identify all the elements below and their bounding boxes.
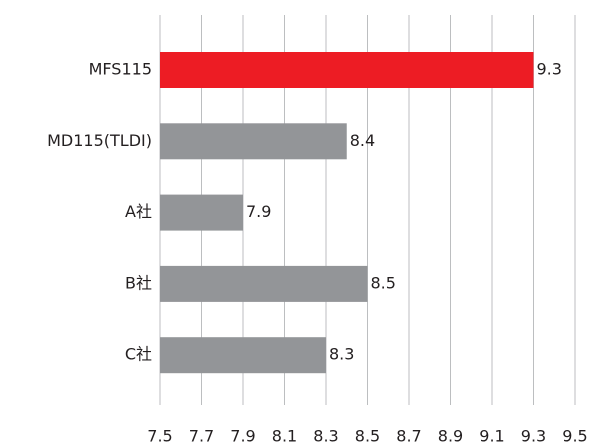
y-tick-label: B社	[125, 273, 152, 292]
y-tick-label: MD115(TLDI)	[47, 131, 152, 150]
x-tick-label: 8.1	[272, 427, 297, 446]
x-tick-label: 7.7	[189, 427, 214, 446]
y-tick-label: A社	[125, 202, 152, 221]
value-label: 9.3	[537, 60, 562, 79]
bar	[160, 123, 347, 160]
x-tick-label: 7.9	[230, 427, 255, 446]
x-tick-label: 8.5	[355, 427, 380, 446]
value-label: 7.9	[246, 202, 271, 221]
bar	[160, 265, 368, 302]
value-label: 8.5	[371, 273, 396, 292]
y-tick-label: MFS115	[89, 60, 152, 79]
value-label: 8.4	[350, 131, 375, 150]
bar	[160, 52, 534, 88]
x-tick-label: 8.3	[313, 427, 338, 446]
value-label: 8.3	[329, 345, 354, 364]
bar	[160, 337, 326, 374]
x-tick-label: 8.9	[438, 427, 463, 446]
x-tick-label: 7.5	[147, 427, 172, 446]
y-tick-label: C社	[125, 345, 152, 364]
x-tick-label: 8.7	[396, 427, 421, 446]
x-tick-label: 9.3	[521, 427, 546, 446]
x-tick-label: 9.5	[562, 427, 587, 446]
bar	[160, 194, 243, 231]
x-tick-label: 9.1	[479, 427, 504, 446]
